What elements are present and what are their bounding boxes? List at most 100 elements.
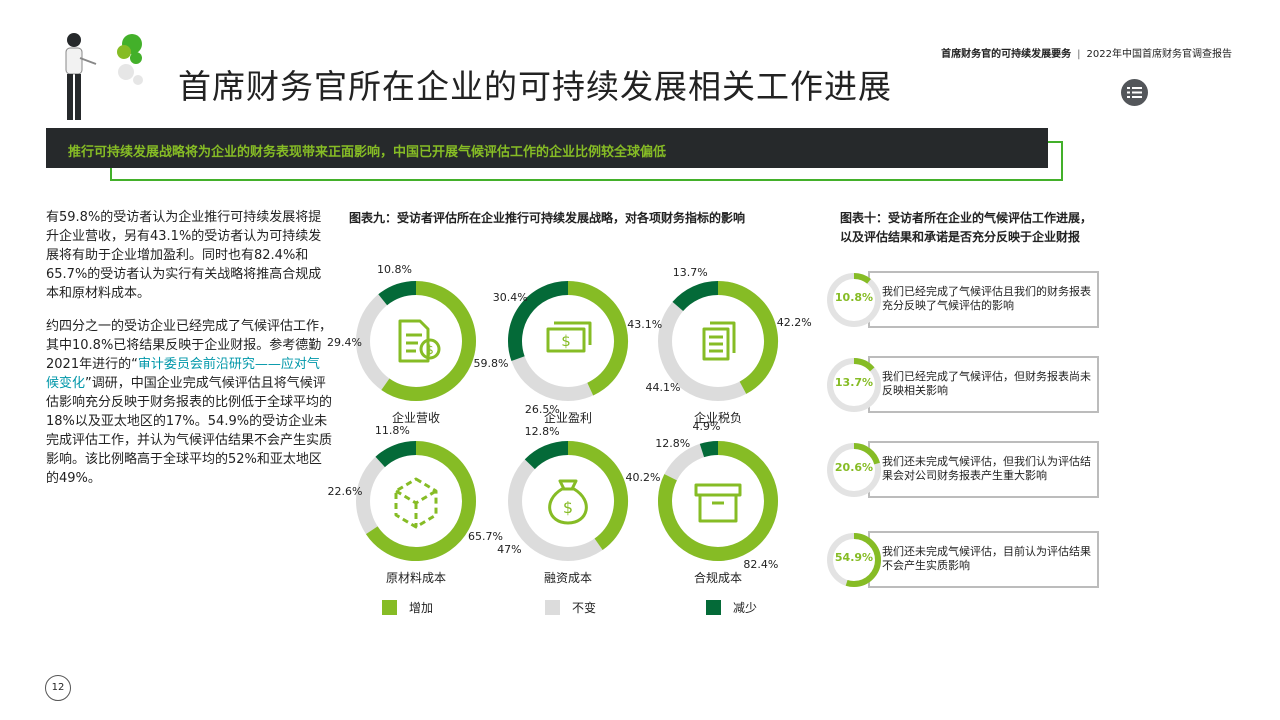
progress-ring: [827, 273, 881, 327]
progress-ring-fill: [827, 273, 881, 327]
progress-value: 13.7%: [834, 376, 874, 389]
progress-ring-fill: [827, 443, 881, 497]
svg-text:$: $: [561, 332, 571, 350]
progress-description: 我们已经完成了气候评估且我们的财务报表充分反映了气候评估的影响: [882, 285, 1091, 312]
donut-category-label: 融资成本: [543, 571, 593, 585]
donut-increase-segment: [365, 441, 476, 561]
decrease-value-label: 30.4%: [492, 290, 528, 304]
progress-description-box: 我们已经完成了气候评估且我们的财务报表充分反映了气候评估的影响: [868, 271, 1099, 328]
menu-button[interactable]: [1121, 79, 1148, 106]
chart-ten-title: 图表十：受访者所在企业的气候评估工作进展， 以及评估结果和承诺是否充分反映于企业…: [840, 209, 1092, 247]
unchanged-value-label: 26.5%: [524, 403, 560, 417]
study-link[interactable]: 审计委员会前沿研究——应对气候变化: [46, 357, 320, 391]
legend-item: 增加: [382, 599, 433, 615]
legend-label: 增加: [409, 600, 434, 615]
page-title: 首席财务官所在企业的可持续发展相关工作进展: [178, 67, 892, 106]
donut-increase-segment: [567, 281, 628, 396]
progress-description-box: 我们还未完成气候评估，目前认为评估结果不会产生实质影响: [868, 531, 1099, 588]
unchanged-value-label: 12.8%: [655, 436, 691, 450]
unchanged-value-label: 29.4%: [327, 336, 362, 350]
progress-description: 我们已经完成了气候评估，但财务报表尚未反映相关影响: [882, 370, 1091, 397]
progress-item: 我们还未完成气候评估，目前认为评估结果不会产生实质影响 54.9%: [824, 530, 1104, 590]
progress-description: 我们还未完成气候评估，目前认为评估结果不会产生实质影响: [882, 545, 1091, 572]
donut-decrease-segment: [508, 281, 569, 361]
donut-decrease-segment: [672, 281, 719, 312]
donut-category-label: 原材料成本: [385, 571, 447, 585]
body-paragraph-1: 有59.8%的受访者认为企业推行可持续发展将提升企业营收，另有43.1%的受访者…: [46, 210, 322, 301]
legend-label: 不变: [572, 600, 597, 615]
legend-swatch: [545, 599, 560, 615]
progress-value: 54.9%: [834, 551, 874, 564]
donut-category-label: 企业营收: [391, 411, 441, 425]
progress-value: 10.8%: [834, 291, 874, 304]
donut-increase-segment: [381, 281, 476, 401]
progress-ring-fill: [827, 533, 881, 587]
body-paragraph-2: 约四分之一的受访企业已经完成了气候评估工作，其中10.8%已将结果反映于企业财报…: [46, 317, 332, 488]
legend-item: 减少: [706, 599, 757, 615]
documents-icon: [702, 321, 736, 361]
key-finding-text: 推行可持续发展战略将为企业的财务表现带来正面影响，中国已开展气候评估工作的企业比…: [68, 145, 667, 160]
increase-value-label: 43.1%: [627, 317, 663, 331]
progress-item: 我们已经完成了气候评估且我们的财务报表充分反映了气候评估的影响 10.8%: [824, 270, 1104, 330]
donut-decrease-segment: [378, 281, 417, 306]
chart-ten-title-line-2: 以及评估结果和承诺是否充分反映于企业财报: [840, 230, 1081, 244]
progress-description: 我们还未完成气候评估，但我们认为评估结果会对公司财务报表产生重大影响: [882, 455, 1091, 482]
progress-ring: [827, 358, 881, 412]
progress-description-box: 我们已经完成了气候评估，但财务报表尚未反映相关影响: [868, 356, 1099, 413]
report-title: 2022年中国首席财务官调查报告: [1086, 49, 1232, 60]
progress-item: 我们已经完成了气候评估，但财务报表尚未反映相关影响 13.7%: [824, 355, 1104, 415]
progress-description-box: 我们还未完成气候评估，但我们认为评估结果会对公司财务报表产生重大影响: [868, 441, 1099, 498]
decrease-value-label: 13.7%: [672, 265, 708, 279]
donut-decrease-segment: [699, 441, 719, 458]
donut-category-label: 企业税负: [693, 411, 743, 425]
legend-label: 减少: [733, 600, 758, 615]
document-dollar-icon: $: [398, 319, 441, 363]
cash-icon: $: [546, 321, 592, 353]
progress-ring: [827, 443, 881, 497]
donut-increase-segment: [717, 281, 778, 394]
report-section: 首席财务官的可持续发展要务: [941, 49, 1072, 60]
svg-text:$: $: [563, 498, 573, 517]
report-header: 首席财务官的可持续发展要务 | 2022年中国首席财务官调查报告: [941, 45, 1232, 60]
body-text: 有59.8%的受访者认为企业推行可持续发展将提升企业营收，另有43.1%的受访者…: [46, 208, 332, 502]
donut-increase-segment: [658, 441, 778, 561]
donut-increase-segment: [567, 441, 628, 550]
donut-decrease-segment: [375, 441, 417, 468]
unchanged-value-label: 44.1%: [645, 380, 681, 394]
cube-icon: [394, 477, 438, 529]
decrease-value-label: 12.8%: [524, 424, 560, 438]
legend-item: 不变: [545, 599, 596, 615]
money-bag-icon: $: [548, 479, 588, 525]
increase-value-label: 82.4%: [743, 557, 779, 571]
list-icon: [1127, 87, 1142, 98]
decrease-value-label: 10.8%: [377, 263, 412, 277]
svg-text:$: $: [426, 343, 434, 357]
body-text-segment: 约四分之一的受访企业已经完成了气候评估工作，其中10.8%已将结果反映于企业财报…: [46, 319, 333, 372]
body-text-segment: ”调研，中国企业完成气候评估且将气候评估影响充分反映于财务报表的比例低于全球平均…: [46, 376, 333, 486]
progress-ring: [827, 533, 881, 587]
increase-value-label: 42.2%: [776, 315, 812, 329]
increase-value-label: 59.8%: [473, 356, 509, 370]
box-icon: [694, 483, 742, 523]
donut-decrease-segment: [524, 441, 569, 470]
person-illustration: [65, 33, 143, 120]
unchanged-value-label: 47%: [497, 542, 522, 556]
increase-value-label: 40.2%: [625, 471, 661, 485]
header-separator: |: [1077, 49, 1081, 60]
progress-item: 我们还未完成气候评估，但我们认为评估结果会对公司财务报表产生重大影响 20.6%: [824, 440, 1104, 500]
decrease-value-label: 4.9%: [692, 419, 721, 433]
decrease-value-label: 11.8%: [374, 424, 410, 438]
progress-value: 20.6%: [834, 461, 874, 474]
key-finding-banner: 推行可持续发展战略将为企业的财务表现带来正面影响，中国已开展气候评估工作的企业比…: [46, 128, 1048, 168]
chart-ten-title-line-1: 图表十：受访者所在企业的气候评估工作进展，: [840, 211, 1093, 225]
unchanged-value-label: 22.6%: [327, 484, 363, 498]
progress-ring-fill: [827, 358, 881, 412]
increase-value-label: 65.7%: [468, 529, 503, 543]
donut-category-label: 合规成本: [693, 571, 743, 585]
chart-nine-title: 图表九：受访者评估所在企业推行可持续发展战略，对各项财务指标的影响: [349, 211, 746, 225]
donut-category-label: 企业盈利: [543, 411, 593, 425]
legend-swatch: [382, 599, 397, 615]
legend-swatch: [706, 599, 721, 615]
page-number: 12: [45, 675, 71, 701]
